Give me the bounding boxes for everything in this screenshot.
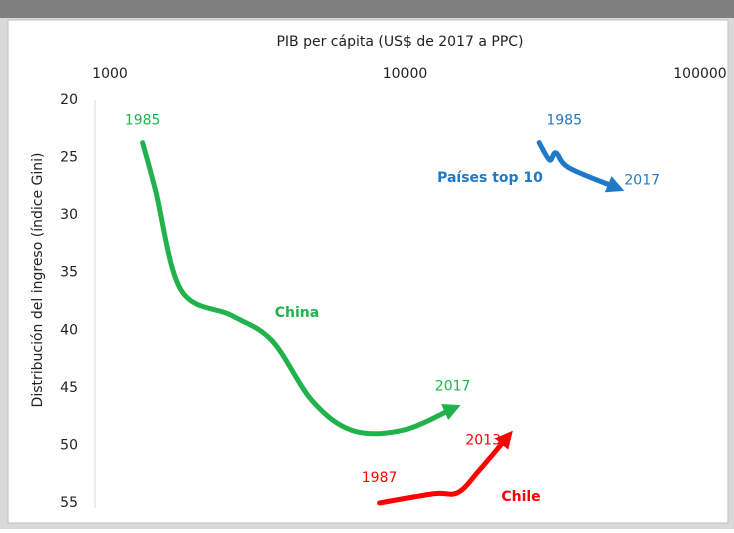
series-name: Países top 10 bbox=[437, 170, 543, 186]
end-label: 2017 bbox=[624, 173, 660, 189]
title-bar bbox=[0, 0, 734, 18]
plot-background bbox=[7, 19, 729, 524]
y-tick-label: 40 bbox=[60, 322, 78, 338]
x-tick-label: 100000 bbox=[673, 66, 726, 82]
y-axis-label: Distribución del ingreso (índice Gini) bbox=[30, 153, 46, 408]
x-axis-label: PIB per cápita (US$ de 2017 a PPC) bbox=[276, 34, 523, 50]
x-tick-label: 10000 bbox=[383, 66, 428, 82]
y-tick-label: 35 bbox=[60, 265, 78, 281]
y-tick-label: 20 bbox=[60, 92, 78, 108]
start-label: 1985 bbox=[546, 113, 582, 129]
start-label: 1987 bbox=[362, 470, 398, 486]
start-label: 1985 bbox=[125, 113, 161, 129]
y-tick-label: 25 bbox=[60, 150, 78, 166]
y-tick-label: 30 bbox=[60, 207, 78, 223]
series-name: China bbox=[275, 305, 319, 321]
series-name: Chile bbox=[501, 489, 540, 505]
x-tick-label: 1000 bbox=[92, 66, 128, 82]
y-tick-label: 50 bbox=[60, 437, 78, 453]
end-label: 2013 bbox=[465, 432, 501, 448]
series-line bbox=[536, 140, 625, 193]
y-tick-label: 45 bbox=[60, 380, 78, 396]
end-label: 2017 bbox=[435, 379, 471, 395]
series-line bbox=[140, 140, 461, 437]
series-line bbox=[377, 430, 513, 506]
y-tick-label: 55 bbox=[60, 495, 78, 511]
